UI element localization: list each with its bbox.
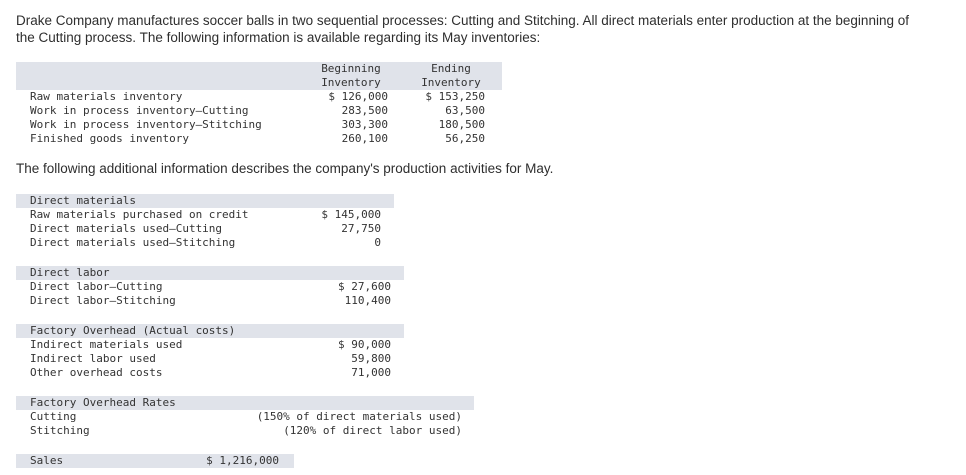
col-header-ending-2: Inventory [421,76,481,89]
fo-row-label: Indirect labor used [30,352,156,365]
dm-row-label: Direct materials used–Stitching [30,236,236,249]
inv-row-end: $ 153,250 [425,90,485,103]
sales-band [16,454,294,468]
rate-row-value: (120% of direct labor used) [283,424,462,437]
dm-row-label: Direct materials used–Cutting [30,222,223,235]
additional-info-text: The following additional information des… [16,161,554,176]
col-header-beginning-2: Inventory [321,76,381,89]
direct-labor-band [16,266,404,280]
overhead-rates-band [16,396,474,410]
inventory-header-band [16,62,502,90]
direct-materials-band [16,194,394,208]
inv-row-begin: 260,100 [341,132,388,145]
inv-row-end: 180,500 [438,118,485,131]
fo-row-label: Indirect materials used [30,338,183,351]
intro-paragraph: Drake Company manufactures soccer balls … [16,13,909,45]
factory-overhead-header: Factory Overhead (Actual costs) [30,324,236,337]
direct-materials-header: Direct materials [30,194,136,207]
inv-row-label: Work in process inventory–Cutting [30,104,249,117]
dl-row-label: Direct labor–Cutting [30,280,163,293]
sales-label: Sales [30,454,64,467]
col-header-beginning-1: Beginning [321,62,381,75]
dm-row-value: $ 145,000 [321,208,381,221]
fo-row-label: Other overhead costs [30,366,163,379]
dm-row-value: 0 [374,236,381,249]
dl-row-value: 110,400 [344,294,391,307]
dl-row-label: Direct labor–Stitching [30,294,176,307]
overhead-rates-header: Factory Overhead Rates [30,396,176,409]
dm-row-label: Raw materials purchased on credit [30,208,249,221]
inv-row-begin: 303,300 [341,118,388,131]
inv-row-begin: $ 126,000 [328,90,388,103]
inv-row-label: Finished goods inventory [30,132,189,145]
fo-row-value: 71,000 [351,366,391,379]
rate-row-label: Cutting [30,410,77,423]
rate-row-label: Stitching [30,424,90,437]
inv-row-begin: 283,500 [341,104,388,117]
rate-row-value: (150% of direct materials used) [256,410,462,423]
col-header-ending-1: Ending [431,62,471,75]
inv-row-label: Work in process inventory–Stitching [30,118,262,131]
inv-row-label: Raw materials inventory [30,90,183,103]
inv-row-end: 56,250 [445,132,485,145]
factory-overhead-band [16,324,404,338]
sales-value: $ 1,216,000 [206,454,279,467]
dl-row-value: $ 27,600 [338,280,391,293]
direct-labor-header: Direct labor [30,266,110,279]
inv-row-end: 63,500 [445,104,485,117]
fo-row-value: 59,800 [351,352,391,365]
dm-row-value: 27,750 [341,222,381,235]
fo-row-value: $ 90,000 [338,338,391,351]
